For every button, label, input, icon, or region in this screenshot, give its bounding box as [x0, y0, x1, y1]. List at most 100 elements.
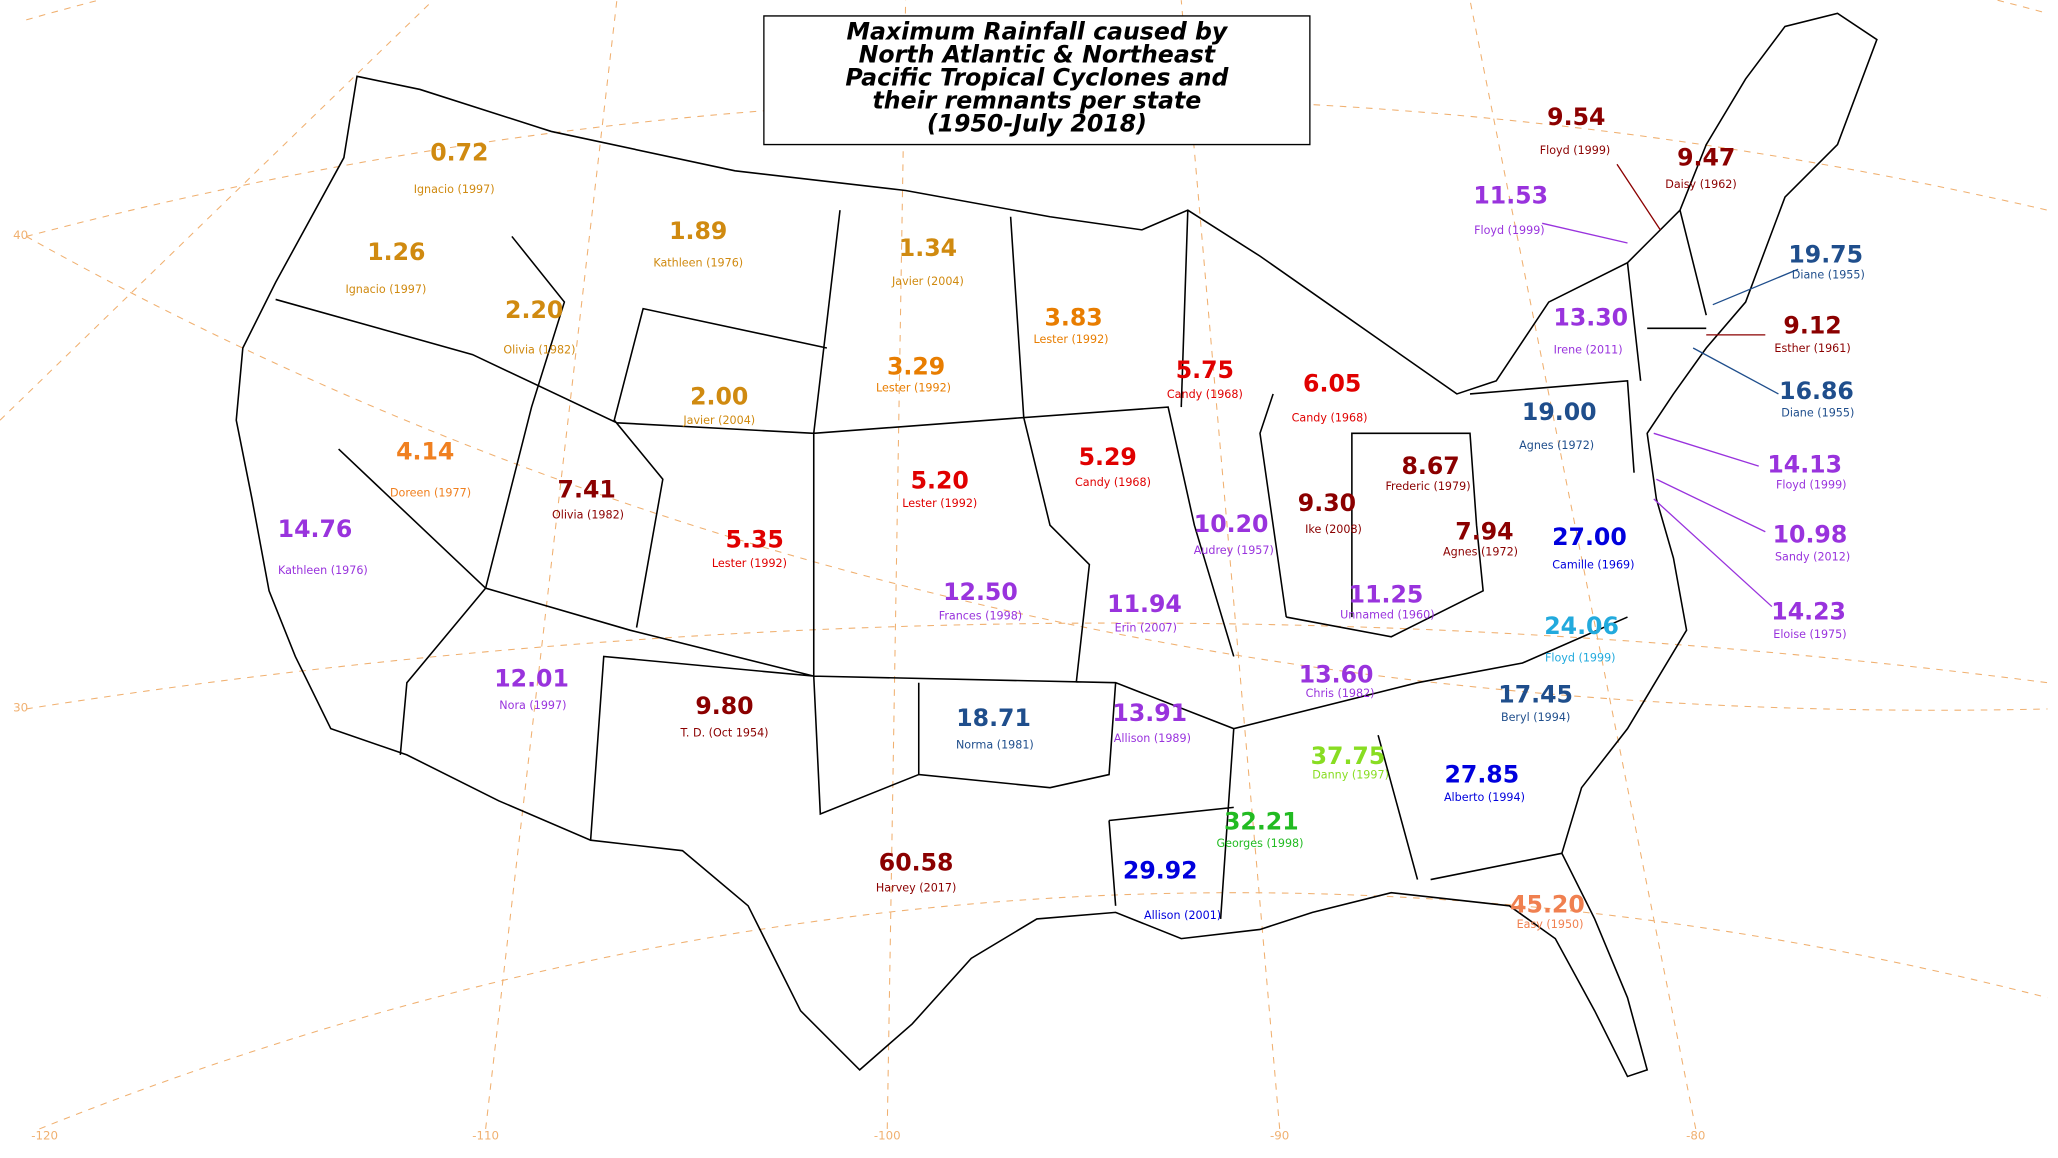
storm-name: Lester (1992)	[1033, 333, 1108, 346]
rainfall-value: 2.00	[690, 382, 748, 410]
storm-name: Allison (2001)	[1144, 909, 1221, 922]
storm-name: Olivia (1982)	[552, 509, 624, 522]
storm-name: Sandy (2012)	[1775, 551, 1850, 564]
storm-name: T. D. (Oct 1954)	[679, 727, 768, 740]
storm-name: Floyd (1999)	[1540, 144, 1611, 157]
storm-name: Lester (1992)	[712, 557, 787, 570]
storm-name: Daisy (1962)	[1665, 178, 1736, 191]
rainfall-value: 1.34	[899, 234, 957, 262]
storm-name: Frederic (1979)	[1385, 480, 1470, 493]
rainfall-value: 12.50	[943, 578, 1018, 606]
rainfall-value: 37.75	[1311, 742, 1386, 770]
rainfall-value: 9.47	[1677, 144, 1735, 172]
storm-name: Camille (1969)	[1552, 559, 1634, 572]
rainfall-value: 24.06	[1544, 612, 1619, 640]
storm-name: Unnamed (1960)	[1340, 608, 1434, 621]
storm-name: Norma (1981)	[956, 738, 1034, 751]
rainfall-value: 9.80	[695, 692, 753, 720]
pointer	[1653, 498, 1773, 608]
storm-name: Ike (2008)	[1305, 523, 1362, 536]
storm-name: Esther (1961)	[1774, 342, 1850, 355]
rainfall-value: 11.53	[1473, 182, 1548, 210]
rainfall-value: 19.75	[1788, 241, 1863, 269]
rainfall-value: 5.35	[726, 526, 784, 554]
rainfall-value: 14.76	[278, 515, 353, 543]
rainfall-value: 3.83	[1044, 304, 1102, 332]
graticule	[0, 0, 2048, 1130]
latitude-label: 30	[13, 701, 28, 715]
rainfall-value: 11.94	[1107, 590, 1182, 618]
storm-name: Harvey (2017)	[876, 881, 956, 894]
rainfall-value: 1.26	[367, 238, 425, 266]
storm-name: Nora (1997)	[499, 699, 566, 712]
rainfall-value: 32.21	[1224, 808, 1299, 836]
storm-name: Easy (1950)	[1517, 918, 1584, 931]
graticule-line	[886, 0, 907, 1129]
rainfall-value: 27.00	[1552, 523, 1627, 551]
rainfall-value: 1.89	[669, 217, 727, 245]
rainfall-value: 9.12	[1783, 312, 1841, 340]
graticule-line	[0, 0, 434, 421]
longitude-label: -110	[472, 1128, 499, 1142]
storm-name: Erin (2007)	[1115, 622, 1177, 635]
title-line: their remnants per state	[872, 86, 1201, 114]
rainfall-value: 14.13	[1767, 451, 1842, 479]
rainfall-value: 2.20	[505, 296, 563, 324]
state-line	[275, 209, 1708, 919]
storm-name: Ignacio (1997)	[414, 183, 495, 196]
pointer	[1712, 268, 1799, 306]
graticule-line	[1180, 0, 1281, 1129]
pointer	[1692, 347, 1779, 395]
rainfall-value: 18.71	[956, 704, 1031, 732]
storm-name: Danny (1997)	[1312, 769, 1389, 782]
rainfall-value: 7.41	[558, 476, 616, 504]
storm-name: Kathleen (1976)	[278, 564, 368, 577]
storm-name: Candy (1968)	[1167, 388, 1243, 401]
map-borders	[235, 12, 1878, 1078]
storm-name: Lester (1992)	[902, 497, 977, 510]
rainfall-value: 0.72	[430, 138, 488, 166]
rainfall-value: 5.75	[1176, 356, 1234, 384]
rainfall-value: 16.86	[1779, 377, 1854, 405]
storm-name: Irene (2011)	[1554, 343, 1623, 356]
rainfall-value: 45.20	[1510, 890, 1585, 918]
longitude-label: -90	[1270, 1128, 1289, 1142]
graticule-line	[1469, 0, 1697, 1130]
us-outline	[235, 12, 1878, 1078]
storm-name: Chris (1982)	[1306, 687, 1375, 700]
latitude-label: 40	[13, 228, 28, 242]
rainfall-value: 10.20	[1194, 510, 1269, 538]
rainfall-value: 14.23	[1771, 598, 1846, 626]
storm-name: Lester (1992)	[876, 381, 951, 394]
rainfall-value: 9.54	[1547, 103, 1605, 131]
title-line: (1950-July 2018)	[927, 109, 1147, 137]
rainfall-value: 6.05	[1303, 369, 1361, 397]
rainfall-value: 12.01	[494, 665, 569, 693]
rainfall-value: 8.67	[1401, 452, 1459, 480]
rainfall-value: 13.60	[1299, 661, 1374, 689]
storm-name: Allison (1989)	[1114, 732, 1191, 745]
graticule-line	[25, 235, 2048, 711]
rainfall-value: 13.91	[1112, 699, 1187, 727]
pointer	[1542, 222, 1628, 244]
rainfall-value: 27.85	[1444, 760, 1519, 788]
storm-name: Audrey (1957)	[1194, 544, 1274, 557]
rainfall-value: 17.45	[1498, 680, 1573, 708]
rainfall-value: 11.25	[1349, 581, 1424, 609]
rainfall-value: 19.00	[1522, 398, 1597, 426]
graticule-line	[39, 892, 2048, 1130]
title-line: North Atlantic & Northeast	[859, 41, 1217, 69]
storm-name: Eloise (1975)	[1773, 628, 1846, 641]
storm-name: Floyd (1999)	[1545, 652, 1616, 665]
pointer	[1656, 478, 1766, 533]
graticule-line	[485, 0, 618, 1129]
rainfall-value: 5.20	[911, 466, 969, 494]
rainfall-value: 4.14	[396, 438, 454, 466]
rainfall-value: 7.94	[1455, 518, 1513, 546]
title-line: Maximum Rainfall caused by	[846, 18, 1228, 46]
storm-name: Floyd (1999)	[1474, 224, 1545, 237]
storm-name: Doreen (1977)	[390, 486, 471, 499]
storm-name: Javier (2004)	[682, 414, 755, 427]
rainfall-value: 9.30	[1298, 489, 1356, 517]
